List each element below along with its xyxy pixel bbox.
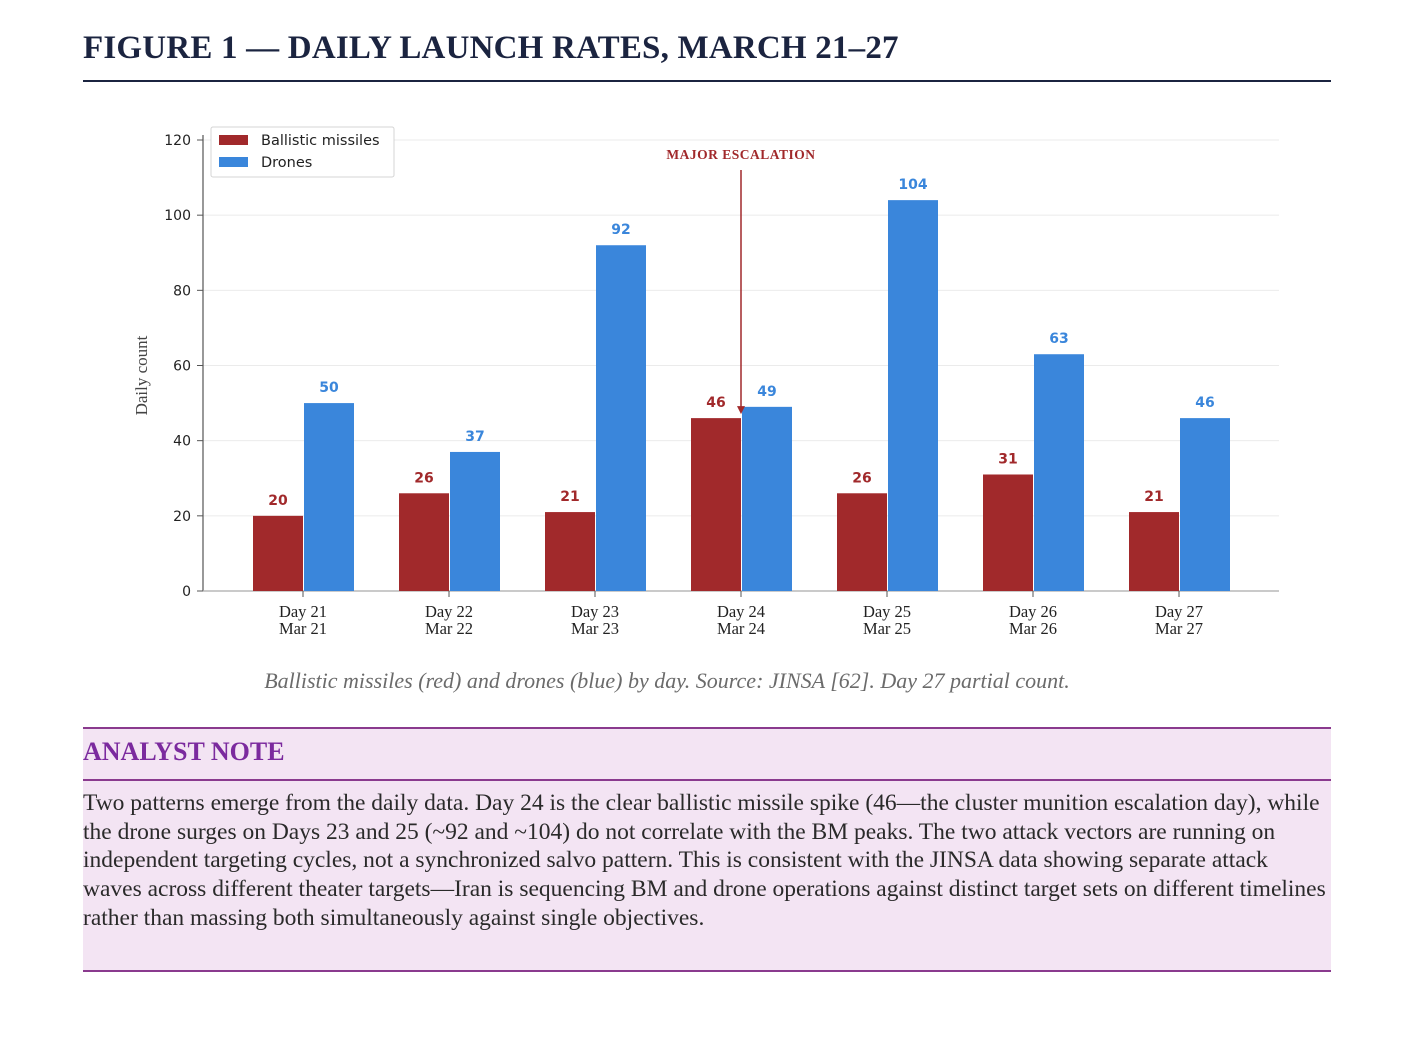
legend-box — [210, 126, 395, 178]
x-tick-label: Mar 21 — [279, 619, 327, 638]
x-tick-label: Mar 24 — [717, 619, 765, 638]
y-tick-label: 20 — [173, 509, 191, 525]
analyst-note-heading: ANALYST NOTE — [83, 737, 285, 766]
x-tick-label: Day 22 — [425, 602, 473, 621]
data-label: 49 — [757, 384, 776, 400]
x-tick-label: Mar 22 — [425, 619, 473, 638]
data-label: 21 — [1144, 489, 1163, 505]
x-tick-label: Mar 23 — [571, 619, 619, 638]
annotation-arrow-head — [737, 406, 745, 415]
bar-drones — [450, 451, 500, 591]
analyst-note-rule — [83, 779, 1331, 781]
x-tick-label: Mar 26 — [1009, 619, 1057, 638]
annotation-label: MAJOR ESCALATION — [666, 147, 815, 162]
bar-drones — [742, 406, 792, 591]
legend-swatch — [219, 135, 248, 145]
bar-ballistic — [691, 418, 741, 591]
analyst-note-box: ANALYST NOTE Two patterns emerge from th… — [83, 727, 1331, 972]
chart-container: 0 20 40 60 80 100 120 Daily count 20 50 Day 21 Mar … — [83, 95, 1331, 655]
data-label: 46 — [706, 395, 725, 411]
data-label: 63 — [1049, 331, 1068, 347]
legend-swatch — [219, 157, 248, 167]
bar-ballistic — [545, 512, 595, 591]
y-tick-label: 100 — [164, 208, 191, 224]
data-label: 37 — [465, 429, 484, 445]
x-tick-label: Day 21 — [279, 602, 327, 621]
data-label: 31 — [998, 451, 1017, 467]
bar-drones — [1034, 354, 1084, 591]
data-label: 46 — [1195, 395, 1214, 411]
figure-title: FIGURE 1 — DAILY LAUNCH RATES, MARCH 21–… — [83, 30, 899, 66]
y-axis-label: Daily count — [132, 335, 151, 415]
data-label: 20 — [268, 493, 288, 509]
y-tick-label: 80 — [173, 283, 191, 299]
figure-caption: Ballistic missiles (red) and drones (blu… — [264, 668, 1070, 693]
y-tick-label: 0 — [182, 584, 191, 600]
y-tick-label: 40 — [173, 434, 191, 450]
x-tick-label: Mar 27 — [1155, 619, 1203, 638]
x-tick-label: Mar 25 — [863, 619, 911, 638]
bar-ballistic — [1129, 512, 1179, 591]
bar-drones — [304, 403, 354, 591]
data-label: 104 — [898, 177, 927, 193]
data-label: 92 — [611, 222, 630, 238]
title-rule — [83, 80, 1331, 82]
x-tick-label: Day 24 — [717, 602, 765, 621]
data-label: 26 — [414, 470, 433, 486]
x-tick-label: Day 26 — [1009, 602, 1057, 621]
bar-drones — [596, 245, 646, 591]
y-tick-label: 120 — [164, 133, 191, 149]
legend-label: Ballistic missiles — [261, 133, 380, 149]
x-tick-label: Day 27 — [1155, 602, 1203, 621]
data-label: 21 — [560, 489, 579, 505]
bar-drones — [888, 200, 938, 591]
data-label: 50 — [319, 380, 339, 396]
bar-drones — [1180, 418, 1230, 591]
legend-label: Drones — [261, 155, 312, 171]
bar-ballistic — [253, 515, 303, 591]
bar-ballistic — [399, 493, 449, 591]
analyst-note-body: Two patterns emerge from the daily data.… — [83, 790, 1326, 931]
data-label: 26 — [852, 470, 871, 486]
y-tick-label: 60 — [173, 359, 191, 375]
bar-ballistic — [837, 493, 887, 591]
bar-ballistic — [983, 474, 1033, 591]
x-tick-label: Day 25 — [863, 602, 911, 621]
x-tick-label: Day 23 — [571, 602, 619, 621]
